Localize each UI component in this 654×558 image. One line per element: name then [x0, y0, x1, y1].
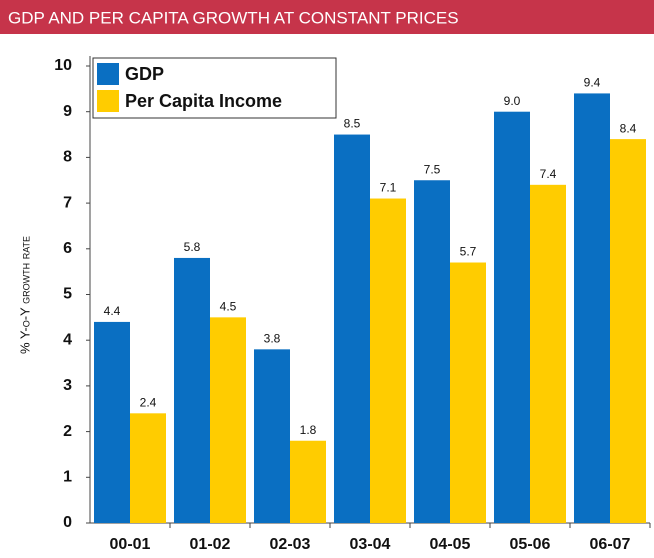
value-label: 5.7: [460, 245, 477, 259]
bar: [574, 93, 610, 524]
value-label: 7.5: [424, 162, 441, 176]
y-tick-label: 8: [63, 149, 72, 166]
y-tick-label: 10: [54, 57, 72, 74]
bar: [94, 321, 130, 523]
value-label: 4.4: [104, 304, 121, 318]
y-tick-label: 6: [63, 240, 72, 257]
value-label: 4.5: [220, 300, 237, 314]
legend-box: [92, 57, 337, 119]
bar: [530, 184, 566, 523]
value-label: 5.8: [184, 240, 201, 254]
value-label: 9.0: [504, 94, 521, 108]
bar: [610, 139, 646, 523]
value-label: 7.1: [380, 181, 397, 195]
chart-title: GDP AND PER CAPITA GROWTH AT CONSTANT PR…: [8, 8, 459, 27]
y-tick-label: 1: [63, 469, 72, 486]
y-tick-label: 0: [63, 514, 72, 531]
y-tick-label: 5: [63, 286, 72, 303]
y-axis-label: % Y-o-Y growth rate: [17, 236, 32, 354]
legend-label: Per Capita Income: [125, 91, 282, 111]
legend-swatch: [97, 90, 119, 112]
value-label: 8.4: [620, 121, 637, 135]
bar: [450, 262, 486, 523]
bar: [174, 257, 210, 523]
bar: [130, 413, 166, 523]
bar: [370, 198, 406, 523]
value-label: 3.8: [264, 332, 281, 346]
x-tick-label: 03-04: [350, 536, 391, 553]
x-tick-label: 00-01: [110, 536, 151, 553]
value-label: 9.4: [584, 76, 601, 90]
bar: [494, 111, 530, 523]
value-label: 1.8: [300, 423, 317, 437]
y-tick-label: 7: [63, 194, 72, 211]
bar: [254, 349, 290, 523]
x-tick-label: 05-06: [510, 536, 551, 553]
value-label: 2.4: [140, 395, 157, 409]
bar: [334, 134, 370, 524]
bar: [210, 317, 246, 523]
bar: [290, 440, 326, 523]
x-tick-label: 06-07: [590, 536, 631, 553]
x-tick-label: 01-02: [190, 536, 231, 553]
title-banner: [0, 0, 654, 34]
legend-label: GDP: [125, 64, 164, 84]
x-tick-label: 02-03: [270, 536, 311, 553]
y-tick-label: 2: [63, 423, 72, 440]
y-tick-label: 4: [63, 331, 72, 348]
y-tick-label: 3: [63, 377, 72, 394]
value-label: 8.5: [344, 117, 361, 131]
value-label: 7.4: [540, 167, 557, 181]
legend-swatch: [97, 63, 119, 85]
x-tick-label: 04-05: [430, 536, 471, 553]
bar: [414, 180, 450, 523]
y-tick-label: 9: [63, 103, 72, 120]
